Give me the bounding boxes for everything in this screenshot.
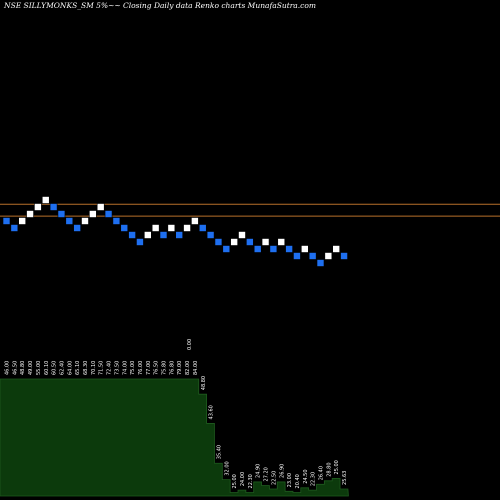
up-brick <box>230 238 238 246</box>
volume-label: 24.00 <box>240 472 246 486</box>
volume-label: 25.00 <box>232 474 238 488</box>
volume-label: 64.00 <box>67 361 73 375</box>
up-brick <box>81 217 89 225</box>
volume-label: 62.40 <box>59 361 65 375</box>
up-brick <box>183 224 191 232</box>
down-brick <box>206 231 215 239</box>
down-brick <box>57 210 66 218</box>
down-brick <box>308 252 317 260</box>
volume-label: 25.00 <box>334 460 340 474</box>
down-brick <box>222 245 231 253</box>
volume-label: 70.10 <box>91 361 97 375</box>
down-brick <box>104 210 113 218</box>
volume-label: 35.40 <box>216 445 222 459</box>
volume-label: 46.00 <box>5 361 11 375</box>
volume-label: 76.00 <box>138 361 144 375</box>
volume-label: 48.80 <box>201 376 207 390</box>
down-brick <box>112 217 121 225</box>
volume-label: 43.60 <box>209 405 215 419</box>
down-brick <box>136 238 144 246</box>
down-brick <box>2 217 11 225</box>
up-brick <box>277 238 286 246</box>
volume-label: 48.80 <box>20 361 26 375</box>
volume-label: 26.90 <box>279 464 285 478</box>
volume-label: 73.50 <box>114 361 120 375</box>
volume-panel: 46.00 46.50 48.80 49.00 55.00 60.10 60.50 62.40… <box>0 339 349 497</box>
volume-label: 60.10 <box>44 361 50 375</box>
up-brick <box>300 245 309 253</box>
down-brick <box>285 245 293 253</box>
up-brick <box>41 196 50 204</box>
volume-label: 72.40 <box>107 361 113 375</box>
volume-label: 25.63 <box>342 471 348 485</box>
up-brick <box>26 210 34 218</box>
volume-label: 24.50 <box>303 469 309 483</box>
down-brick <box>73 224 81 232</box>
up-brick <box>191 217 199 225</box>
volume-label: 55.00 <box>36 361 42 375</box>
down-brick <box>269 245 278 253</box>
volume-label: 74.00 <box>122 361 128 375</box>
up-brick <box>89 210 97 218</box>
chart-title: NSE SILLYMONKS_SM 5%~~ Closing Daily dat… <box>4 1 316 10</box>
volume-label: 76.80 <box>169 361 175 375</box>
down-brick <box>246 238 254 246</box>
volume-label: 49.00 <box>28 361 34 375</box>
up-brick <box>34 203 42 211</box>
down-brick <box>253 245 262 253</box>
volume-label: 27.20 <box>264 467 270 481</box>
up-brick <box>238 231 246 239</box>
up-brick <box>167 224 176 232</box>
down-brick <box>159 231 168 239</box>
down-brick <box>198 224 207 232</box>
volume-label: 22.30 <box>248 474 254 488</box>
volume-label: 65.10 <box>75 361 81 375</box>
volume-label: 82.00 <box>185 361 191 375</box>
volume-label: 71.50 <box>99 361 105 375</box>
volume-label: 0.00 <box>187 339 193 350</box>
volume-label: 76.50 <box>154 361 160 375</box>
down-brick <box>316 259 325 267</box>
up-brick <box>324 252 333 260</box>
volume-label: 22.30 <box>311 472 317 486</box>
down-brick <box>214 238 223 246</box>
down-brick <box>340 252 348 260</box>
up-brick <box>18 217 27 225</box>
down-brick <box>128 231 136 239</box>
down-brick <box>49 203 58 211</box>
volume-label: 68.30 <box>83 361 89 375</box>
up-brick <box>151 224 160 232</box>
volume-label: 46.50 <box>12 361 18 375</box>
volume-label: 77.00 <box>146 361 152 375</box>
volume-label: 75.00 <box>130 361 136 375</box>
volume-label: 23.00 <box>287 473 293 487</box>
up-brick <box>96 203 105 211</box>
volume-label: 26.40 <box>319 466 325 480</box>
volume-area <box>0 378 349 497</box>
down-brick <box>120 224 129 232</box>
down-brick <box>175 231 183 239</box>
volume-label: 84.00 <box>193 361 199 375</box>
up-brick <box>144 231 152 239</box>
up-brick <box>261 238 270 246</box>
volume-label: 24.90 <box>256 464 262 478</box>
renko-bricks <box>2 196 348 267</box>
down-brick <box>65 217 74 225</box>
up-brick <box>332 245 341 253</box>
volume-label: 79.00 <box>177 361 183 375</box>
down-brick <box>10 224 19 232</box>
volume-label: 75.80 <box>162 361 168 375</box>
down-brick <box>293 252 301 260</box>
volume-label: 20.40 <box>295 474 301 488</box>
volume-label: 60.50 <box>52 361 58 375</box>
price-lines <box>0 203 500 217</box>
volume-label: 28.80 <box>326 462 332 476</box>
volume-label: 32.00 <box>224 461 230 475</box>
volume-label: 22.50 <box>271 471 277 485</box>
